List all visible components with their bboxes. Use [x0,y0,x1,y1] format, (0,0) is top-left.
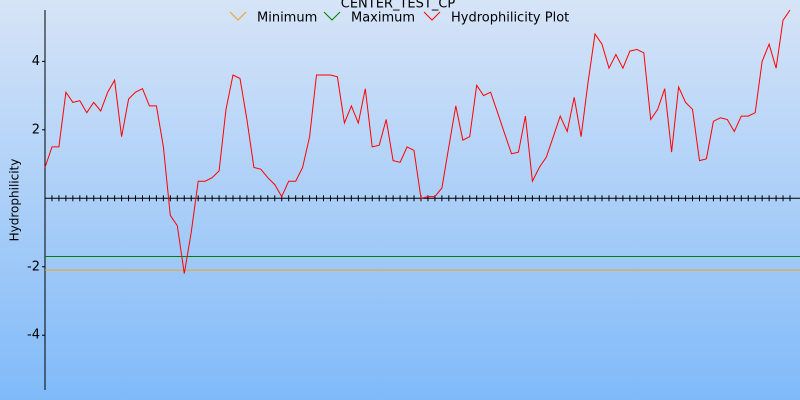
legend-icon [423,11,441,21]
y-tick-label: -2 [27,259,40,274]
data-line [44,9,791,274]
legend-icon [323,11,341,21]
legend-icon [229,11,247,21]
legend-label: Hydrophilicity Plot [451,11,569,26]
y-tick-label: 4 [32,54,40,69]
legend-label: Maximum [351,11,415,26]
y-tick-label: 2 [32,122,40,137]
y-tick-label: -4 [27,328,40,343]
legend-label: Minimum [257,11,317,26]
chart-title: CENTER_TEST_CP [341,0,456,12]
y-axis-label: Hydrophilicity [8,159,22,242]
